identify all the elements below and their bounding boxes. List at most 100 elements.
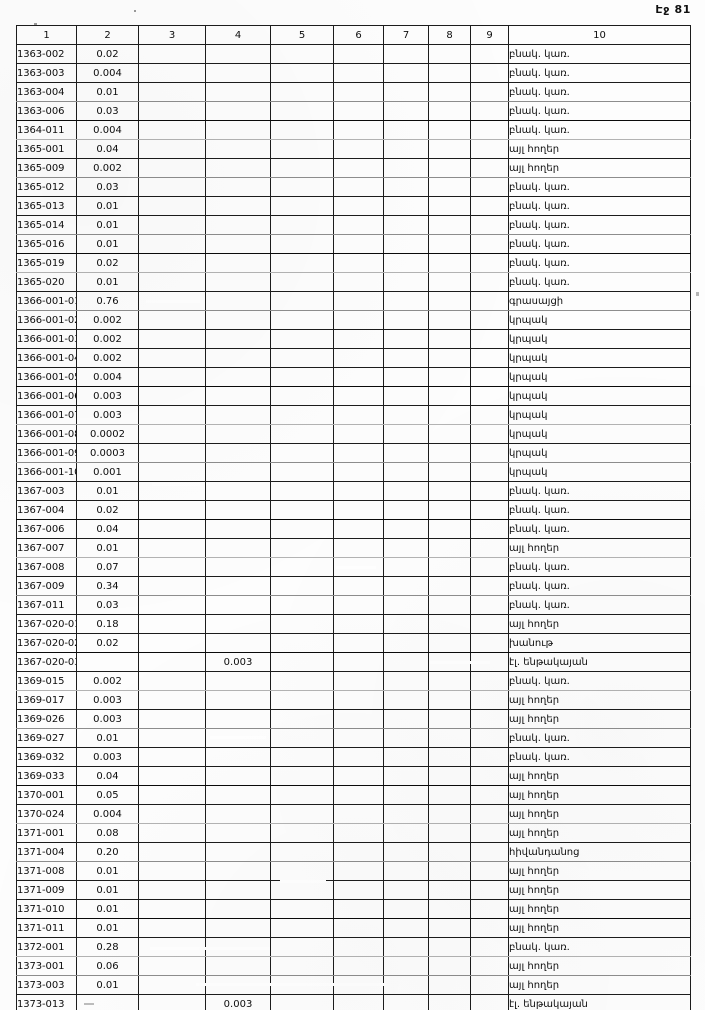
table-row: 1373-001 0.06 այլ հողեր	[16, 956, 691, 976]
table-row: 1367-011 0.03 բնակ. կառ.	[16, 595, 691, 615]
cell-col-7	[383, 424, 429, 444]
cell-col-8	[428, 386, 471, 406]
cell-parcel-code: 1373-013	[16, 994, 77, 1010]
cell-col-7	[383, 975, 429, 995]
cell-col-8	[428, 804, 471, 824]
cell-col-3	[138, 329, 206, 349]
cell-col-6	[333, 291, 384, 311]
cell-area-col2: 0.04	[76, 139, 139, 159]
cell-col-8	[428, 500, 471, 520]
cell-col-4	[205, 899, 271, 919]
cell-col-5	[270, 234, 334, 254]
cell-col-9	[470, 633, 509, 653]
cell-land-use: կրպակ	[508, 462, 691, 482]
cell-col-8	[428, 196, 471, 216]
cell-area-col2: 0.03	[76, 595, 139, 615]
cell-parcel-code: 1363-004	[16, 82, 77, 102]
table-row: 1365-009 0.002 այլ հողեր	[16, 158, 691, 178]
cell-col-3	[138, 804, 206, 824]
cell-parcel-code: 1371-004	[16, 842, 77, 862]
cell-col-9	[470, 861, 509, 881]
cell-col-5	[270, 101, 334, 121]
table-row: 1363-003 0.004 բնակ. կառ.	[16, 63, 691, 83]
cell-col-4	[205, 82, 271, 102]
table-row: 1367-020-01 0.18 այլ հողեր	[16, 614, 691, 634]
cell-col-7	[383, 462, 429, 482]
cell-col-3	[138, 861, 206, 881]
cell-col-4	[205, 633, 271, 653]
cell-parcel-code: 1370-024	[16, 804, 77, 824]
cell-col-7	[383, 823, 429, 843]
cell-col-6	[333, 139, 384, 159]
cell-col-7	[383, 595, 429, 615]
scan-speckle	[34, 23, 37, 25]
cell-parcel-code: 1365-001	[16, 139, 77, 159]
cell-land-use: բնակ. կառ.	[508, 481, 691, 501]
cell-area-col2: 0.01	[76, 899, 139, 919]
cell-parcel-code: 1366-001-09	[16, 443, 77, 463]
cell-col-4	[205, 500, 271, 520]
cell-col-6	[333, 424, 384, 444]
cell-col-9	[470, 709, 509, 729]
cell-land-use: բնակ. կառ.	[508, 728, 691, 748]
cell-area-col2: 0.02	[76, 500, 139, 520]
cell-parcel-code: 1366-001-02	[16, 310, 77, 330]
cell-col-7	[383, 367, 429, 387]
cell-col-5	[270, 614, 334, 634]
cell-land-use: կրպակ	[508, 348, 691, 368]
cell-col-9	[470, 424, 509, 444]
cell-land-use: այլ հողեր	[508, 538, 691, 558]
cell-col-7	[383, 329, 429, 349]
cell-parcel-code: 1366-001-05	[16, 367, 77, 387]
cell-col-5	[270, 44, 334, 64]
cell-col-3	[138, 424, 206, 444]
cell-col-6	[333, 500, 384, 520]
cell-col-9	[470, 196, 509, 216]
cell-col-9	[470, 994, 509, 1010]
cell-col-4	[205, 158, 271, 178]
cell-parcel-code: 1364-011	[16, 120, 77, 140]
cell-col-4	[205, 956, 271, 976]
cell-parcel-code: 1365-019	[16, 253, 77, 273]
cell-col-5	[270, 538, 334, 558]
table-row: 1365-019 0.02 բնակ. կառ.	[16, 253, 691, 273]
cell-col-7	[383, 633, 429, 653]
cell-col-6	[333, 842, 384, 862]
cell-col-7	[383, 880, 429, 900]
cell-col-3	[138, 633, 206, 653]
cell-col-7	[383, 215, 429, 235]
column-header-4: 4	[205, 25, 271, 45]
table-row: 1367-006 0.04 բնակ. կառ.	[16, 519, 691, 539]
cell-col-9	[470, 728, 509, 748]
cell-land-use: բնակ. կառ.	[508, 234, 691, 254]
table-row: 1371-010 0.01 այլ հողեր	[16, 899, 691, 919]
cell-col-9	[470, 253, 509, 273]
cell-land-use: կրպակ	[508, 367, 691, 387]
cell-col-8	[428, 82, 471, 102]
cell-area-col2: 0.01	[76, 272, 139, 292]
cell-col-4	[205, 481, 271, 501]
cell-area-col2: 0.07	[76, 557, 139, 577]
cell-col-9	[470, 82, 509, 102]
cell-land-use: բնակ. կառ.	[508, 500, 691, 520]
cell-col-5	[270, 519, 334, 539]
cell-col-6	[333, 595, 384, 615]
cell-land-use: այլ հողեր	[508, 614, 691, 634]
cell-parcel-code: 1370-001	[16, 785, 77, 805]
cell-parcel-code: 1367-020-02	[16, 633, 77, 653]
cell-col-9	[470, 234, 509, 254]
cell-land-use: բնակ. կառ.	[508, 747, 691, 767]
cell-col-5	[270, 196, 334, 216]
cell-col-3	[138, 880, 206, 900]
cell-col-3	[138, 557, 206, 577]
column-header-1: 1	[16, 25, 77, 45]
cell-col-3	[138, 462, 206, 482]
table-row: 1367-008 0.07 բնակ. կառ.	[16, 557, 691, 577]
cell-area-col2: 0.01	[76, 215, 139, 235]
table-row: 1365-001 0.04 այլ հողեր	[16, 139, 691, 159]
cell-land-use: բնակ. կառ.	[508, 177, 691, 197]
cell-col-6	[333, 671, 384, 691]
table-row: 1365-012 0.03 բնակ. կառ.	[16, 177, 691, 197]
cell-col-6	[333, 120, 384, 140]
cell-col-3	[138, 918, 206, 938]
